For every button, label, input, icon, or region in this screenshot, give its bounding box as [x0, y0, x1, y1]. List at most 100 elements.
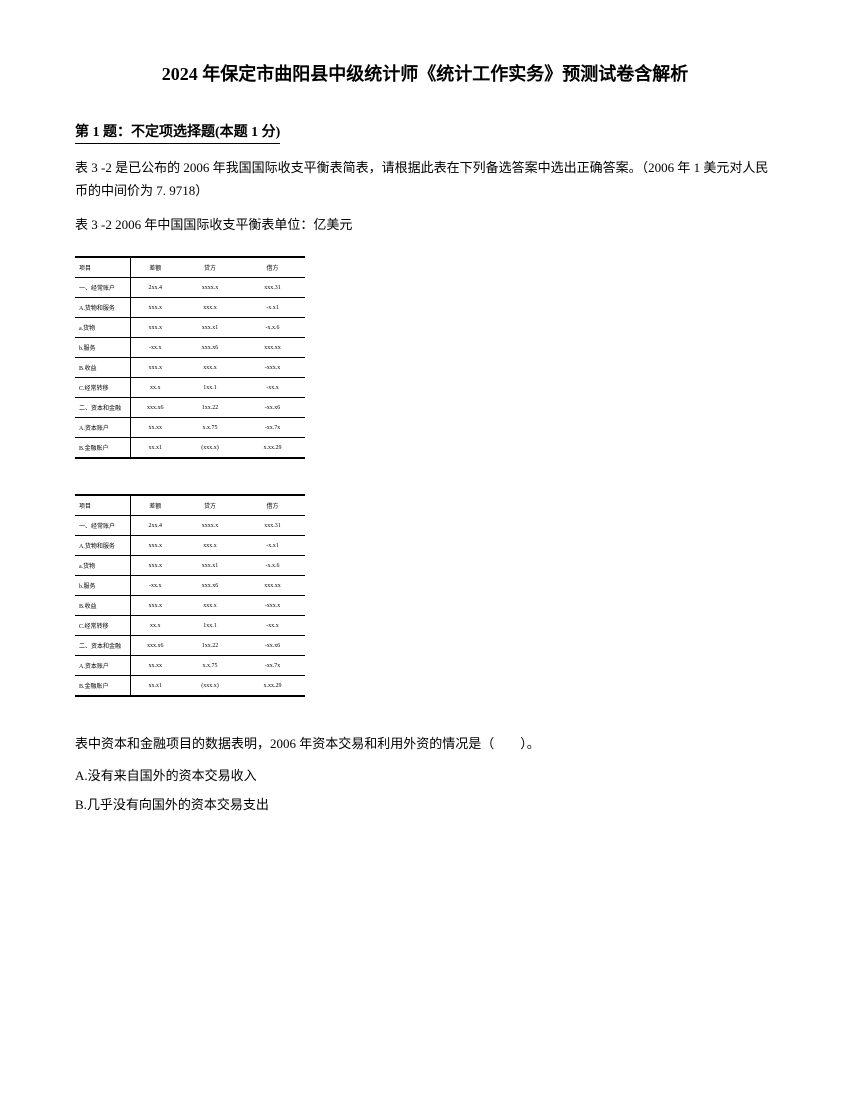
table-row: A.资本账户 xx.xx x.x.75 -xx.7x	[75, 418, 305, 438]
balance-table-1: 项目 差额 贷方 借方 一、经常账户 2xx.4 xxxx.x xxx.31 A…	[75, 256, 305, 459]
option-b: B.几乎没有向国外的资本交易支出	[75, 793, 775, 816]
table-cell: x.xx.29	[240, 676, 305, 697]
table-row: 二、资本和金融 xxx.x6 1xx.22 -xx.x6	[75, 636, 305, 656]
table-cell: B.金融账户	[75, 676, 130, 697]
table-row: C.经常转移 xx.x 1xx.1 -xx.x	[75, 616, 305, 636]
table-cell: xxx.x	[130, 318, 180, 338]
table-cell: 二、资本和金融	[75, 636, 130, 656]
table-cell: 2xx.4	[130, 516, 180, 536]
table-cell: B.收益	[75, 596, 130, 616]
table-cell: -xx.x6	[240, 636, 305, 656]
question-body: 表 3 -2 是已公布的 2006 年我国国际收支平衡表简表，请根据此表在下列备…	[75, 156, 775, 203]
table-cell: xxx.x6	[180, 576, 240, 596]
table-cell: -xxx.x	[240, 596, 305, 616]
table-cell: xxx.31	[240, 516, 305, 536]
table-cell: -xx.x6	[240, 398, 305, 418]
table-cell: A.资本账户	[75, 418, 130, 438]
table-cell: xxx.x	[180, 596, 240, 616]
question-header: 第 1 题：不定项选择题(本题 1 分)	[75, 121, 280, 144]
table-cell: xxxx.x	[180, 278, 240, 298]
table-cell: (xxx.x)	[180, 676, 240, 697]
table-cell: -xx.x	[130, 576, 180, 596]
table-cell: -x.x.6	[240, 318, 305, 338]
table-cell: A.货物和服务	[75, 536, 130, 556]
table-cell: x.xx.29	[240, 438, 305, 459]
table-cell: -x.x.6	[240, 556, 305, 576]
table-cell: a.货物	[75, 318, 130, 338]
table-cell: xxx.x1	[180, 318, 240, 338]
table-row: b.服务 -xx.x xxx.x6 xxx.xx	[75, 576, 305, 596]
header-cell: 借方	[240, 257, 305, 278]
table-cell: 一、经常账户	[75, 278, 130, 298]
table-row: B.金融账户 xx.x1 (xxx.x) x.xx.29	[75, 676, 305, 697]
table-row: 二、资本和金融 xxx.x6 1xx.22 -xx.x6	[75, 398, 305, 418]
table-cell: -xx.x	[240, 378, 305, 398]
header-cell: 项目	[75, 257, 130, 278]
table-cell: xx.x	[130, 616, 180, 636]
table-cell: -xx.7x	[240, 656, 305, 676]
table-cell: a.货物	[75, 556, 130, 576]
table-cell: 二、资本和金融	[75, 398, 130, 418]
table-row: B.收益 xxx.x xxx.x -xxx.x	[75, 358, 305, 378]
table-cell: xxxx.x	[180, 516, 240, 536]
table-row: A.货物和服务 xxx.x xxx.x -x.x1	[75, 536, 305, 556]
table-row: A.资本账户 xx.xx x.x.75 -xx.7x	[75, 656, 305, 676]
table-cell: xx.xx	[130, 656, 180, 676]
table-cell: -x.x1	[240, 536, 305, 556]
table-cell: xxx.x	[180, 358, 240, 378]
table-cell: xx.x1	[130, 676, 180, 697]
table-row: A.货物和服务 xxx.x xxx.x -x.x1	[75, 298, 305, 318]
table-cell: xxx.x	[130, 298, 180, 318]
table-cell: xxx.x	[130, 556, 180, 576]
table-cell: -xxx.x	[240, 358, 305, 378]
header-cell: 借方	[240, 495, 305, 516]
table-cell: b.服务	[75, 338, 130, 358]
table-row: 一、经常账户 2xx.4 xxxx.x xxx.31	[75, 278, 305, 298]
table-cell: xxx.31	[240, 278, 305, 298]
table-cell: 2xx.4	[130, 278, 180, 298]
header-cell: 贷方	[180, 495, 240, 516]
table-cell: xxx.x	[180, 536, 240, 556]
table-row: C.经常转移 xx.x 1xx.1 -xx.x	[75, 378, 305, 398]
table-cell: xx.x	[130, 378, 180, 398]
page-title: 2024 年保定市曲阳县中级统计师《统计工作实务》预测试卷含解析	[75, 60, 775, 86]
balance-table-2: 项目 差额 贷方 借方 一、经常账户 2xx.4 xxxx.x xxx.31 A…	[75, 494, 305, 697]
table-cell: 1xx.1	[180, 378, 240, 398]
table-cell: -xx.x	[240, 616, 305, 636]
table-cell: xx.xx	[130, 418, 180, 438]
table-cell: 1xx.22	[180, 398, 240, 418]
table-cell: 1xx.22	[180, 636, 240, 656]
table-row: B.收益 xxx.x xxx.x -xxx.x	[75, 596, 305, 616]
table-cell: xxx.x	[130, 358, 180, 378]
table-cell: xxx.x6	[130, 636, 180, 656]
table-cell: xxx.xx	[240, 576, 305, 596]
table-cell: (xxx.x)	[180, 438, 240, 459]
table-row: a.货物 xxx.x xxx.x1 -x.x.6	[75, 556, 305, 576]
table-cell: A.资本账户	[75, 656, 130, 676]
table-cell: xxx.x6	[180, 338, 240, 358]
table-cell: -xx.x	[130, 338, 180, 358]
header-cell: 差额	[130, 495, 180, 516]
table-cell: xxx.x	[130, 596, 180, 616]
table-cell: xxx.x6	[130, 398, 180, 418]
header-cell: 贷方	[180, 257, 240, 278]
table-cell: B.金融账户	[75, 438, 130, 459]
table-cell: x.x.75	[180, 418, 240, 438]
table-cell: C.经常转移	[75, 616, 130, 636]
table-cell: xx.x1	[130, 438, 180, 459]
table-row: B.金融账户 xx.x1 (xxx.x) x.xx.29	[75, 438, 305, 459]
option-a: A.没有来自国外的资本交易收入	[75, 764, 775, 787]
table-cell: xxx.xx	[240, 338, 305, 358]
table-cell: xxx.x1	[180, 556, 240, 576]
header-cell: 项目	[75, 495, 130, 516]
table-cell: A.货物和服务	[75, 298, 130, 318]
table-cell: B.收益	[75, 358, 130, 378]
table-cell: b.服务	[75, 576, 130, 596]
table-cell: 一、经常账户	[75, 516, 130, 536]
table-cell: 1xx.1	[180, 616, 240, 636]
table-row: b.服务 -xx.x xxx.x6 xxx.xx	[75, 338, 305, 358]
table-cell: -x.x1	[240, 298, 305, 318]
table-cell: C.经常转移	[75, 378, 130, 398]
table-header-row: 项目 差额 贷方 借方	[75, 257, 305, 278]
table-cell: x.x.75	[180, 656, 240, 676]
